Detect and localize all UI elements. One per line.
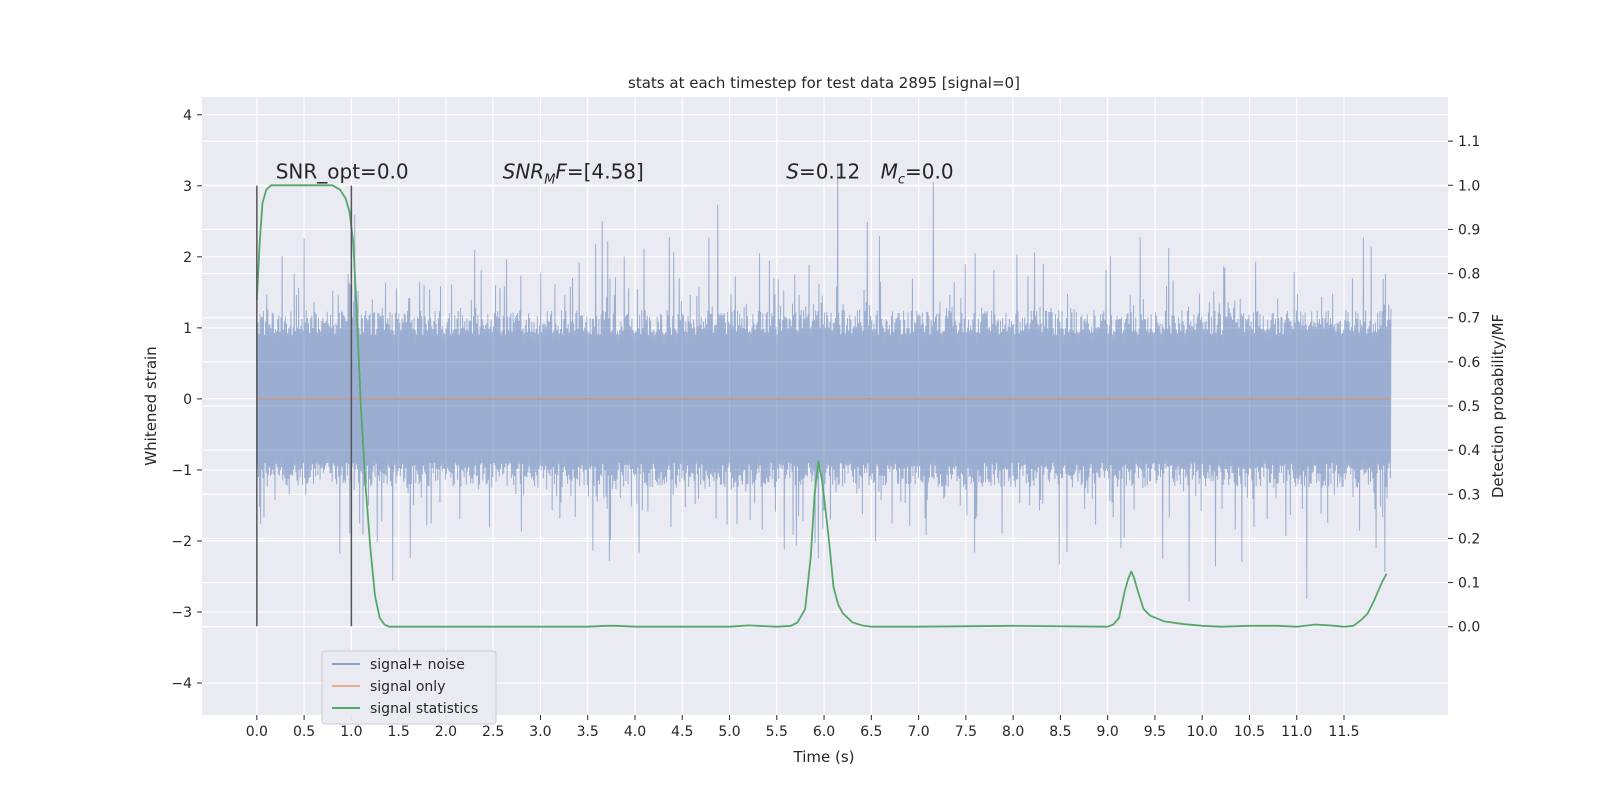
y-ticks-right: 0.0 0.1 0.2 0.3 0.4 0.5 0.6 0.7 0.8 0.9 1.0 1.1 — [1448, 134, 1480, 636]
y-tick-label-0: −4 — [171, 676, 192, 692]
annotation-1: SNRMF=[4.58] — [503, 160, 644, 188]
vertical-lines — [256, 185, 353, 627]
chart-title: stats at each timestep for test data 289… — [628, 74, 1020, 92]
series-signal-noise — [256, 162, 1392, 602]
x-tick-label-8: 4.0 — [624, 724, 646, 740]
x-tick-label-1: 0.5 — [293, 724, 315, 740]
y-right-tick-label-0: 0.0 — [1458, 620, 1480, 636]
y-right-tick-label-5: 0.5 — [1458, 399, 1480, 415]
y-right-tick-label-11: 1.1 — [1458, 134, 1480, 150]
annotation-1-part-a: SNR — [503, 160, 545, 184]
x-tick-label-18: 9.0 — [1097, 724, 1119, 740]
y-tick-label-7: 3 — [183, 179, 192, 195]
series-signal-statistics — [255, 184, 1388, 628]
y-tick-label-4: 0 — [183, 392, 192, 408]
legend: signal+ noise signal only signal statist… — [321, 650, 497, 725]
x-tick-label-14: 7.0 — [907, 724, 929, 740]
x-tick-label-4: 2.0 — [435, 724, 457, 740]
y-right-tick-label-4: 0.4 — [1458, 443, 1480, 459]
annotation-0: SNR_opt=0.0 — [276, 160, 409, 184]
y-tick-label-2: −2 — [171, 534, 192, 550]
y-right-tick-label-3: 0.3 — [1458, 487, 1480, 503]
x-tick-label-0: 0.0 — [246, 724, 268, 740]
x-ticks: 0.0 0.5 1.0 1.5 2.0 2.5 3.0 3.5 4.0 4.5 5.0 5.5 6.0 6… — [246, 715, 1360, 740]
annotation-2-s: S — [786, 160, 799, 184]
y-tick-label-1: −3 — [171, 605, 192, 621]
x-tick-label-10: 5.0 — [718, 724, 740, 740]
y-ticks-left: −4 −3 −2 −1 0 1 2 3 4 — [171, 108, 202, 692]
y-right-tick-label-10: 1.0 — [1458, 178, 1480, 194]
annotation-2-sub: c — [898, 173, 905, 188]
y-right-tick-label-1: 0.1 — [1458, 576, 1480, 592]
annotation-2-sval: =0.12 — [799, 160, 867, 184]
annotation-2: S=0.12 Mc=0.0 — [786, 160, 953, 188]
x-tick-label-7: 3.5 — [577, 724, 599, 740]
y-tick-label-8: 4 — [183, 108, 192, 124]
y-right-tick-label-2: 0.2 — [1458, 531, 1480, 547]
x-tick-label-23: 11.5 — [1328, 724, 1359, 740]
annotation-1-part-b: F — [555, 160, 567, 184]
x-tick-label-6: 3.0 — [529, 724, 551, 740]
y-tick-label-6: 2 — [183, 250, 192, 266]
y-tick-label-5: 1 — [183, 321, 192, 337]
x-tick-label-21: 10.5 — [1234, 724, 1265, 740]
y-right-tick-label-6: 0.6 — [1458, 355, 1480, 371]
annotation-1-sub: M — [544, 173, 555, 188]
annotation-1-part-c: =[4.58] — [567, 160, 644, 184]
y-right-tick-label-9: 0.9 — [1458, 222, 1480, 238]
x-tick-label-22: 11.0 — [1281, 724, 1312, 740]
x-tick-label-5: 2.5 — [482, 724, 504, 740]
y-axis-label-left: Whitened strain — [142, 346, 160, 465]
x-tick-label-3: 1.5 — [388, 724, 410, 740]
annotation-2-mval: =0.0 — [905, 160, 954, 184]
legend-label-signal-noise: signal+ noise — [370, 657, 465, 673]
y-tick-label-3: −1 — [171, 463, 192, 479]
x-tick-label-19: 9.5 — [1144, 724, 1166, 740]
x-axis-label: Time (s) — [793, 748, 855, 766]
annotations: SNR_opt=0.0 SNRMF=[4.58] S=0.12 Mc=0.0 — [276, 160, 954, 188]
legend-label-signal-only: signal only — [370, 679, 445, 695]
y-right-tick-label-8: 0.8 — [1458, 267, 1480, 283]
x-tick-label-15: 7.5 — [955, 724, 977, 740]
y-axis-label-right: Detection probability/MF — [1489, 314, 1507, 498]
y-right-tick-label-7: 0.7 — [1458, 311, 1480, 327]
x-tick-label-13: 6.5 — [860, 724, 882, 740]
x-tick-label-12: 6.0 — [813, 724, 835, 740]
x-tick-label-20: 10.0 — [1187, 724, 1218, 740]
noise-trace — [256, 162, 1392, 602]
signal-statistics-line — [255, 184, 1388, 628]
x-tick-label-9: 4.5 — [671, 724, 693, 740]
x-tick-label-16: 8.0 — [1002, 724, 1024, 740]
x-tick-label-17: 8.5 — [1049, 724, 1071, 740]
annotation-2-m: M — [881, 160, 898, 184]
x-tick-label-2: 1.0 — [340, 724, 362, 740]
legend-label-signal-statistics: signal statistics — [370, 701, 478, 717]
legend-box — [321, 650, 497, 725]
x-tick-label-11: 5.5 — [766, 724, 788, 740]
